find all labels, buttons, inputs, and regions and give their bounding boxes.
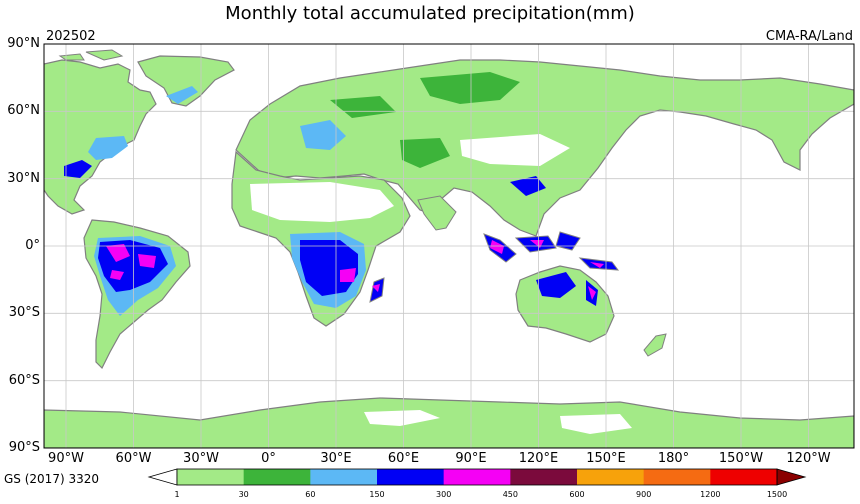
colorbar-tick-label: 600 [569, 490, 585, 499]
lon-label-120w: 120°W [786, 451, 831, 466]
lon-label-30e: 30°E [320, 451, 352, 466]
period-label: 202502 [46, 29, 96, 44]
colorbar-tick-label: 450 [502, 490, 518, 499]
arctic-islands [58, 49, 124, 61]
lon-label-60w: 60°W [115, 451, 152, 466]
antarctica-dry-zone [364, 410, 632, 434]
colorbar-segment [443, 469, 511, 485]
colorbar-tick-label: 300 [436, 490, 452, 499]
lon-label-90w: 90°W [48, 451, 84, 466]
colorbar-tick-label: 60 [305, 490, 316, 499]
colorbar-tick-label: 900 [636, 490, 652, 499]
colorbar-tick-label: 150 [369, 490, 385, 499]
us-gulf-wet-zone [64, 160, 92, 178]
colorbar-tick-label: 30 [238, 490, 249, 499]
colorbar-segment [643, 469, 711, 485]
map-layers [44, 44, 854, 448]
us-east-wet-zone [88, 136, 128, 160]
map-frame [43, 43, 855, 449]
maritime-asia-region [483, 231, 620, 271]
lon-label-0: 0° [261, 451, 276, 466]
east-asia-wet-zone [510, 176, 546, 196]
lon-label-180: 180° [657, 451, 690, 466]
lon-label-150w: 150°W [718, 451, 764, 466]
lat-label-60n: 60°N [7, 103, 40, 118]
lat-label-90s: 90°S [8, 440, 40, 455]
colorbar [147, 468, 807, 486]
colorbar-segment [243, 469, 311, 485]
colorbar-segment [177, 469, 245, 485]
amazon-extreme-zone [106, 244, 156, 280]
alaska-wet-zone [166, 86, 198, 104]
colorbar-under-arrow [147, 468, 178, 486]
lat-label-30s: 30°S [8, 305, 40, 320]
colorbar-segment [310, 469, 378, 485]
colorbar-frame [176, 468, 778, 486]
lon-label-60e: 60°E [387, 451, 420, 466]
australia-wet-zone [536, 272, 598, 306]
lat-label-equator: 0° [25, 238, 40, 253]
colorbar-tick-label: 1200 [700, 490, 721, 499]
siberia-wet-zone [330, 72, 520, 168]
new-zealand-region [643, 333, 667, 357]
colorbar-tick-label: 1 [174, 490, 180, 499]
lon-label-90e: 90°E [455, 451, 487, 466]
antarctica-region [44, 397, 854, 448]
lon-label-30w: 30°W [183, 451, 219, 466]
colorbar-segment [510, 469, 578, 485]
colorbar-tick-label: 1500 [766, 490, 788, 499]
colorbar-segment [710, 469, 778, 485]
africa-dry-zone [250, 182, 394, 222]
siberia-dry-zone [460, 134, 570, 166]
colorbar-over-arrow [776, 468, 807, 486]
map-credit: GS (2017) 3320 [4, 472, 99, 486]
europe-wet-zone [300, 120, 346, 150]
africa-extreme-zone [340, 268, 380, 292]
colorbar-segment [577, 469, 645, 485]
lon-label-120e: 120°E [518, 451, 559, 466]
dataset-label: CMA-RA/Land [765, 29, 853, 44]
lat-label-90n: 90°N [7, 36, 40, 51]
india-region [417, 195, 457, 231]
map-title: Monthly total accumulated precipitation(… [225, 3, 635, 24]
lat-label-30n: 30°N [7, 171, 40, 186]
lon-label-150e: 150°E [586, 451, 626, 466]
lat-label-60s: 60°S [8, 373, 40, 388]
graticule [44, 44, 854, 448]
greenland-region [137, 55, 235, 107]
australia-extreme-zone [588, 286, 596, 300]
colorbar-segment [377, 469, 445, 485]
